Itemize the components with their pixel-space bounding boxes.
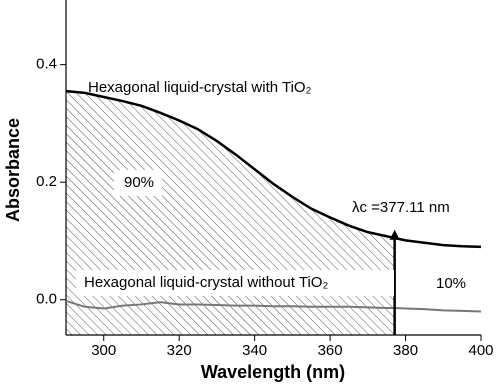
area-label-bg [114,170,162,196]
x-axis-title: Wavelength (nm) [201,362,345,382]
y-tick-label: 0.2 [36,173,57,190]
x-tick-label: 320 [167,342,192,359]
series-label: Hexagonal liquid-crystal with TiO₂ [88,79,312,96]
cutoff-arrowhead [389,229,400,240]
y-axis-title: Absorbance [3,118,23,222]
data-line [65,89,482,249]
x-tick-label: 360 [318,342,343,359]
x-tick-label: 340 [242,342,267,359]
area-label: 90% [124,174,154,191]
area-label: 10% [436,275,466,292]
series-label-bg [76,270,394,296]
hatched-area [66,91,395,335]
series-label: Hexagonal liquid-crystal without TiO₂ [84,274,328,291]
data-line [65,299,482,313]
y-tick-label: 0.4 [36,56,57,73]
y-tick-label: 0.0 [36,291,57,308]
x-tick-label: 300 [91,342,116,359]
x-tick-label: 400 [468,342,493,359]
x-tick-label: 380 [393,342,418,359]
cutoff-label: λc =377.11 nm [352,199,450,216]
